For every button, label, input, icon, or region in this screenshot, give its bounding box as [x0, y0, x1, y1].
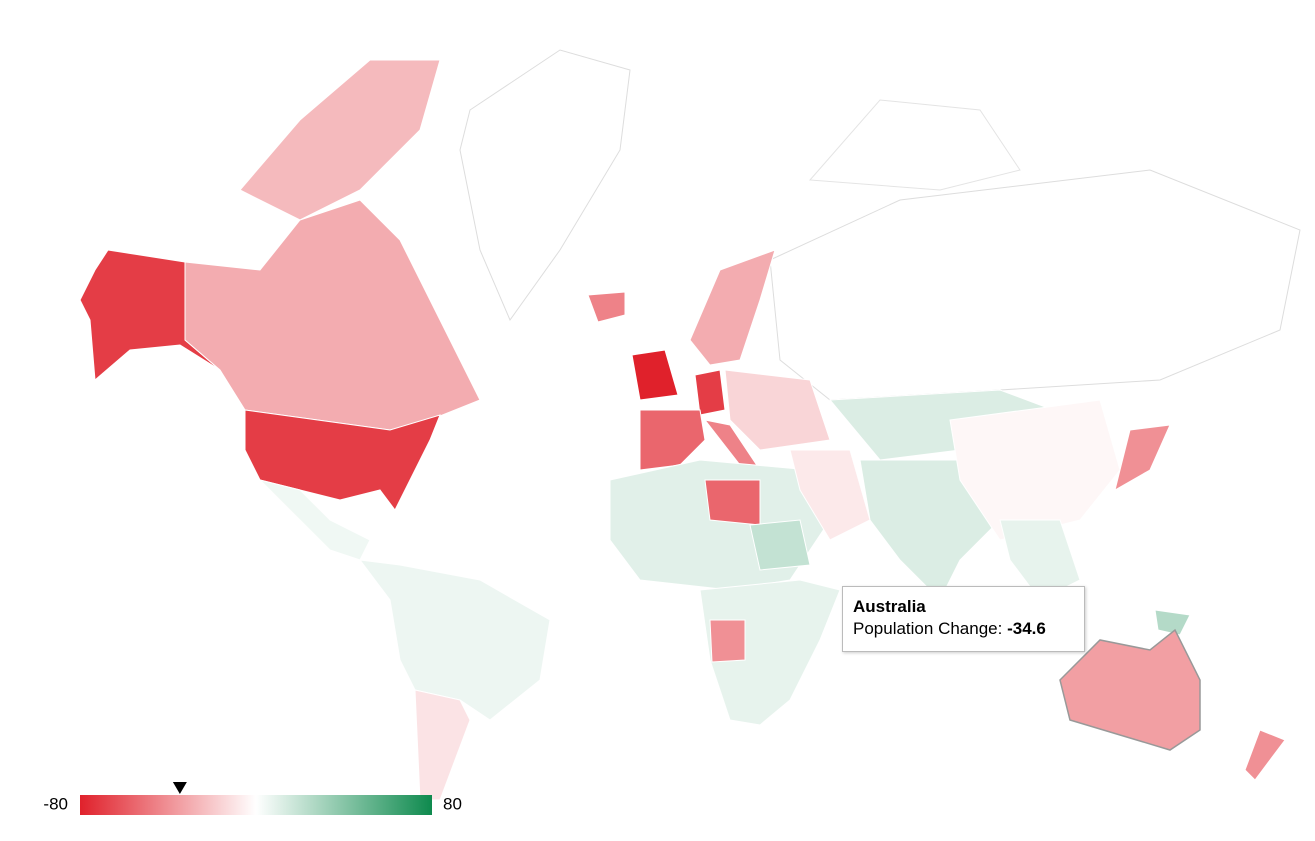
region	[949, 399, 1121, 541]
colorbar	[80, 795, 432, 815]
region	[699, 579, 841, 726]
tooltip: Australia Population Change: -34.6	[842, 586, 1085, 652]
region	[587, 291, 626, 323]
region	[239, 59, 441, 221]
region	[749, 519, 811, 571]
colorbar-max: 80	[443, 794, 462, 813]
region	[1154, 609, 1191, 636]
region	[258, 479, 371, 561]
region	[1244, 729, 1286, 781]
no-data-region	[459, 49, 631, 322]
tooltip-label: Population Change:	[853, 619, 1003, 638]
region	[789, 449, 871, 541]
region	[358, 559, 551, 721]
regions	[79, 59, 1286, 801]
highlighted-region	[1059, 628, 1201, 751]
no-data-region	[769, 169, 1301, 401]
tooltip-value: -34.6	[1007, 619, 1046, 638]
region	[414, 689, 471, 801]
region	[704, 479, 761, 526]
tooltip-region: Australia	[853, 597, 926, 616]
colorbar-min: -80	[43, 794, 68, 813]
region	[244, 409, 441, 511]
region	[694, 369, 726, 416]
region	[184, 199, 481, 431]
region	[689, 249, 776, 366]
colorbar-marker	[172, 782, 187, 794]
region	[631, 349, 679, 401]
region	[724, 369, 831, 451]
region	[709, 619, 746, 663]
no-data-region	[808, 99, 1021, 191]
region	[639, 409, 706, 471]
region	[1114, 424, 1171, 492]
